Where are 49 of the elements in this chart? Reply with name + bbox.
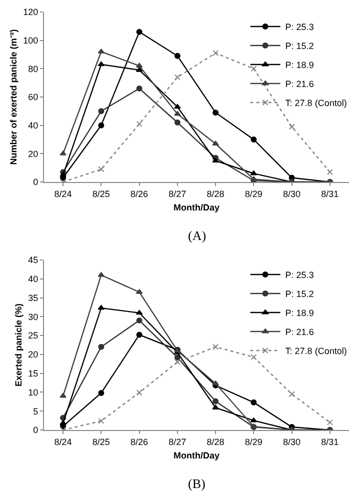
- y-tick-label: 80: [28, 64, 38, 74]
- legend-label: P: 18.9: [285, 308, 314, 318]
- y-tick-label: 5: [33, 406, 38, 416]
- y-tick-label: 10: [28, 387, 38, 398]
- legend-label: P: 18.9: [285, 60, 314, 70]
- y-axis-title: Exerted panicle (%): [14, 303, 24, 387]
- x-tick-label: 8/25: [92, 436, 110, 447]
- y-tick-label: 35: [28, 292, 38, 303]
- x-tick-label: 8/28: [206, 436, 224, 447]
- x-tick-label: 8/26: [130, 436, 148, 447]
- y-tick-label: 40: [28, 274, 38, 284]
- x-tick-label: 8/28: [206, 188, 224, 199]
- legend-label: T: 27.8 (Contol): [285, 346, 347, 356]
- x-tick-label: 8/27: [168, 436, 186, 447]
- x-tick-label: 8/29: [244, 188, 262, 199]
- y-tick-label: 100: [23, 35, 38, 46]
- text: (B): [188, 476, 206, 491]
- y-tick-label: 25: [28, 330, 38, 341]
- x-tick-label: 8/27: [168, 188, 186, 199]
- x-axis-title: Month/Day: [174, 202, 220, 213]
- x-tick-label: 8/26: [130, 188, 148, 199]
- legend-label: P: 25.3: [285, 22, 314, 32]
- y-tick-label: 0: [33, 177, 38, 188]
- x-tick-label: 8/24: [54, 436, 72, 447]
- y-tick-label: 45: [28, 255, 38, 266]
- legend-label: P: 25.3: [285, 270, 314, 280]
- x-tick-label: 8/30: [283, 188, 301, 199]
- y-tick-label: 20: [28, 350, 38, 360]
- x-tick-label: 8/25: [92, 188, 110, 199]
- y-tick-label: 40: [28, 120, 38, 130]
- y-axis-title: Number of exerted panicle (m⁻²): [8, 29, 19, 165]
- legend-label: P: 21.6: [285, 327, 314, 338]
- legend-label: T: 27.8 (Contol): [285, 98, 347, 108]
- y-tick-label: 60: [28, 92, 38, 102]
- text: (A): [188, 228, 206, 243]
- y-tick-label: 30: [28, 312, 38, 322]
- x-axis-title: Month/Day: [174, 450, 220, 461]
- y-tick-label: 0: [33, 425, 38, 436]
- x-tick-label: 8/24: [54, 188, 72, 199]
- x-tick-label: 8/31: [321, 188, 339, 199]
- legend-label: P: 15.2: [285, 289, 314, 300]
- y-tick-label: 120: [23, 7, 38, 18]
- x-tick-label: 8/29: [244, 436, 262, 447]
- legend-label: P: 21.6: [285, 79, 314, 90]
- y-tick-label: 15: [28, 368, 38, 378]
- x-tick-label: 8/30: [283, 436, 301, 447]
- legend-label: P: 15.2: [285, 41, 314, 52]
- y-tick-label: 20: [28, 148, 38, 159]
- x-tick-label: 8/31: [321, 436, 339, 447]
